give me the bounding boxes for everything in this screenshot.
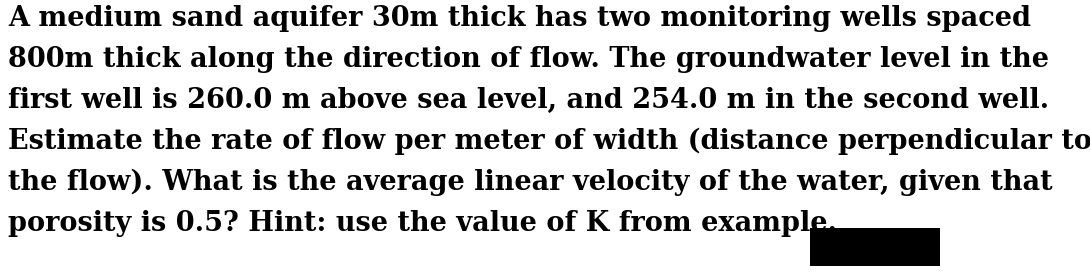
Text: the flow). What is the average linear velocity of the water, given that: the flow). What is the average linear ve… <box>8 169 1053 196</box>
Text: 800m thick along the direction of flow. The groundwater level in the: 800m thick along the direction of flow. … <box>8 46 1049 73</box>
Text: first well is 260.0 m above sea level, and 254.0 m in the second well.: first well is 260.0 m above sea level, a… <box>8 87 1049 114</box>
Text: porosity is 0.5? Hint: use the value of K from example.: porosity is 0.5? Hint: use the value of … <box>8 210 837 237</box>
Bar <box>810 228 940 266</box>
Text: A medium sand aquifer 30m thick has two monitoring wells spaced: A medium sand aquifer 30m thick has two … <box>8 5 1031 32</box>
Text: Estimate the rate of flow per meter of width (distance perpendicular to: Estimate the rate of flow per meter of w… <box>8 128 1090 155</box>
